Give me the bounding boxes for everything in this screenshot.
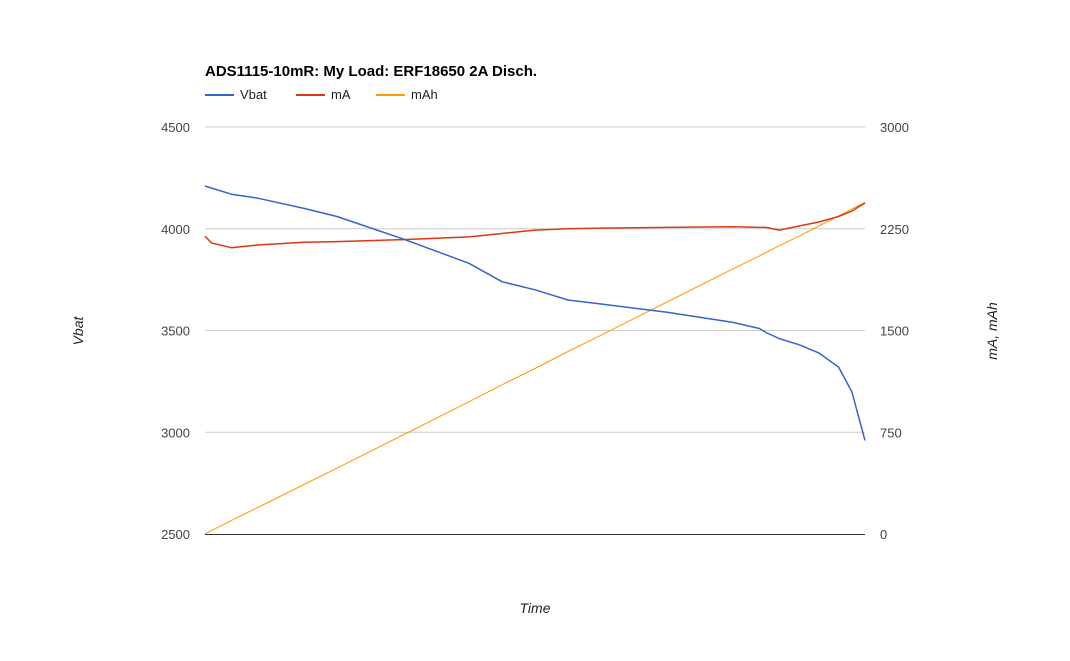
y-axis-title: Vbat	[70, 315, 86, 345]
series-layer	[204, 185, 866, 535]
legend-label-ma: mA	[331, 87, 351, 102]
legend-label-vbat: Vbat	[240, 87, 267, 102]
y2-tick-label: 3000	[880, 120, 909, 135]
chart-title: ADS1115-10mR: My Load: ERF18650 2A Disch…	[205, 63, 537, 80]
gridlines	[205, 126, 865, 433]
legend-label-mah: mAh	[411, 87, 438, 102]
y2-tick-label: 750	[880, 425, 902, 440]
y2-tick-label: 1500	[880, 324, 909, 339]
legend: Vbat mA mAh	[205, 87, 438, 102]
series-line-mah	[204, 201, 866, 535]
y-tick-label: 2500	[161, 527, 190, 542]
y-axis-ticks: 4500 4000 3500 3000 2500	[161, 120, 190, 542]
y-tick-label: 4500	[161, 120, 190, 135]
y-tick-label: 3500	[161, 324, 190, 339]
series-line-ma	[204, 202, 866, 249]
series-line-vbat	[204, 185, 866, 441]
y2-axis-title: mA, mAh	[984, 302, 1000, 360]
y-tick-label: 3000	[161, 425, 190, 440]
y2-tick-label: 2250	[880, 222, 909, 237]
y2-axis-ticks: 3000 2250 1500 750 0	[880, 120, 909, 542]
x-axis-title: Time	[520, 600, 551, 616]
y2-tick-label: 0	[880, 527, 887, 542]
y-tick-label: 4000	[161, 222, 190, 237]
